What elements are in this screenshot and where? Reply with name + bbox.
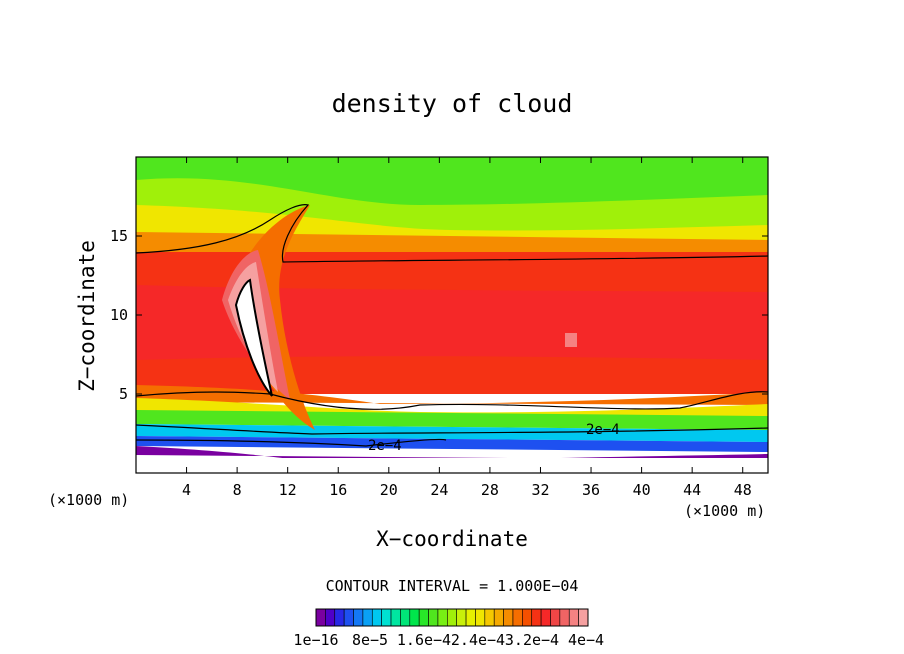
colorbar-swatch (343, 608, 354, 627)
x-tick-label: 16 (329, 481, 347, 499)
band-ground-white (136, 458, 768, 473)
contour-line-bottom (136, 424, 768, 435)
colorbar-swatch (362, 608, 373, 627)
contour-line-inner (136, 438, 447, 447)
colorbar-swatch (475, 608, 486, 627)
colorbar-label: 4e−4 (568, 631, 604, 649)
y-tick-label: 5 (119, 385, 128, 403)
colorbar-swatch (578, 608, 589, 627)
contour-line-upper (136, 204, 768, 263)
colorbar-swatch (409, 608, 420, 627)
colorbar-swatch (465, 608, 476, 627)
colorbar-swatch (503, 608, 514, 627)
colorbar-label: 1.6e−4 (397, 631, 451, 649)
colorbar-swatch (456, 608, 467, 627)
y-tick-label: 10 (110, 306, 128, 324)
x-tick-label: 4 (182, 481, 191, 499)
x-tick-label: 12 (279, 481, 297, 499)
contour-label-1: 2e−4 (586, 422, 620, 438)
colorbar-swatch (437, 608, 448, 627)
y-axis-ticks: 5 10 15 (110, 227, 768, 403)
x-tick-label: 32 (531, 481, 549, 499)
x-tick-label: 40 (633, 481, 651, 499)
colorbar-labels: 1e−16 8e−5 1.6e−4 2.4e−4 3.2e−4 4e−4 (293, 631, 604, 649)
colorbar-swatch (550, 608, 561, 627)
colorbar-swatch (512, 608, 523, 627)
x-tick-label: 8 (233, 481, 242, 499)
chart-title: density of cloud (332, 89, 573, 118)
colorbar-label: 1e−16 (293, 631, 338, 649)
colorbar-swatch (568, 608, 579, 627)
band-red-bright (136, 285, 768, 360)
colorbar-label: 2.4e−4 (451, 631, 505, 649)
colorbar-swatch (522, 608, 533, 627)
colorbar-swatch (540, 608, 551, 627)
x-axis-label: X−coordinate (376, 527, 528, 551)
contour-interval-text: CONTOUR INTERVAL = 1.000E−04 (326, 577, 579, 595)
colorbar-swatch (325, 608, 336, 627)
colorbar-swatch (353, 608, 364, 627)
colorbar-swatch (531, 608, 542, 627)
colorbar-swatch (390, 608, 401, 627)
x-tick-label: 20 (380, 481, 398, 499)
contour-line-lower (136, 391, 768, 410)
contour-label-2: 2e−4 (368, 438, 402, 454)
colorbar-swatch (315, 608, 326, 627)
colorbar-frame (315, 608, 589, 627)
x-unit-right: (×1000 m) (684, 502, 765, 520)
patch-light-1 (565, 333, 577, 347)
colorbar-swatch (334, 608, 345, 627)
band-green-lower (136, 410, 768, 430)
x-tick-label: 36 (582, 481, 600, 499)
colorbar-swatch (447, 608, 457, 627)
colorbar-swatch (418, 608, 429, 627)
plot-area (136, 157, 768, 473)
y-axis-label: Z−coordinate (75, 240, 99, 392)
y-tick-label: 15 (110, 227, 128, 245)
colorbar-swatch (428, 608, 439, 627)
colorbar-label: 8e−5 (352, 631, 388, 649)
colorbar-label: 3.2e−4 (505, 631, 559, 649)
colorbar-swatch (559, 608, 570, 627)
band-blue-lower (136, 436, 768, 452)
x-unit-left: (×1000 m) (48, 491, 129, 509)
colorbar-swatch (371, 608, 382, 627)
x-axis-ticks: 4 8 12 16 20 24 28 32 36 40 44 48 (182, 157, 752, 499)
band-purple-lower (136, 446, 768, 466)
x-tick-label: 28 (481, 481, 499, 499)
title-text: density of cloud (332, 89, 573, 118)
colorbar-swatch (400, 608, 411, 627)
colorbar-swatch (493, 608, 504, 627)
x-tick-label: 24 (430, 481, 448, 499)
colorbar (315, 608, 589, 627)
x-tick-label: 44 (683, 481, 701, 499)
x-tick-label: 48 (734, 481, 752, 499)
colorbar-swatch (484, 608, 495, 627)
colorbar-swatch (381, 608, 392, 627)
plume-white-core (234, 278, 273, 397)
